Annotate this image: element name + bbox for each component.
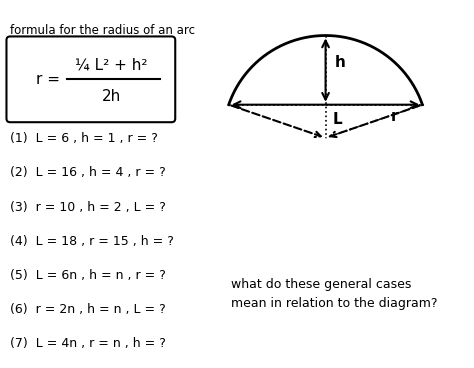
Text: (6)  r = 2n , h = n , L = ?: (6) r = 2n , h = n , L = ?: [10, 303, 166, 316]
Text: formula for the radius of an arc: formula for the radius of an arc: [10, 24, 195, 36]
Text: (1)  L = 6 , h = 1 , r = ?: (1) L = 6 , h = 1 , r = ?: [10, 132, 158, 145]
Text: (2)  L = 16 , h = 4 , r = ?: (2) L = 16 , h = 4 , r = ?: [10, 166, 166, 180]
Text: L: L: [333, 112, 343, 127]
FancyBboxPatch shape: [7, 36, 175, 122]
Text: (4)  L = 18 , r = 15 , h = ?: (4) L = 18 , r = 15 , h = ?: [10, 235, 174, 248]
Text: h: h: [335, 55, 346, 70]
Text: (3)  r = 10 , h = 2 , L = ?: (3) r = 10 , h = 2 , L = ?: [10, 201, 166, 213]
Text: (7)  L = 4n , r = n , h = ?: (7) L = 4n , r = n , h = ?: [10, 337, 166, 350]
Text: what do these general cases
mean in relation to the diagram?: what do these general cases mean in rela…: [231, 278, 438, 310]
Text: 2h: 2h: [102, 89, 121, 104]
Text: r =: r =: [36, 72, 65, 87]
Text: (5)  L = 6n , h = n , r = ?: (5) L = 6n , h = n , r = ?: [10, 269, 166, 282]
Text: r: r: [391, 109, 398, 124]
Text: ¼ L² + h²: ¼ L² + h²: [75, 58, 148, 73]
